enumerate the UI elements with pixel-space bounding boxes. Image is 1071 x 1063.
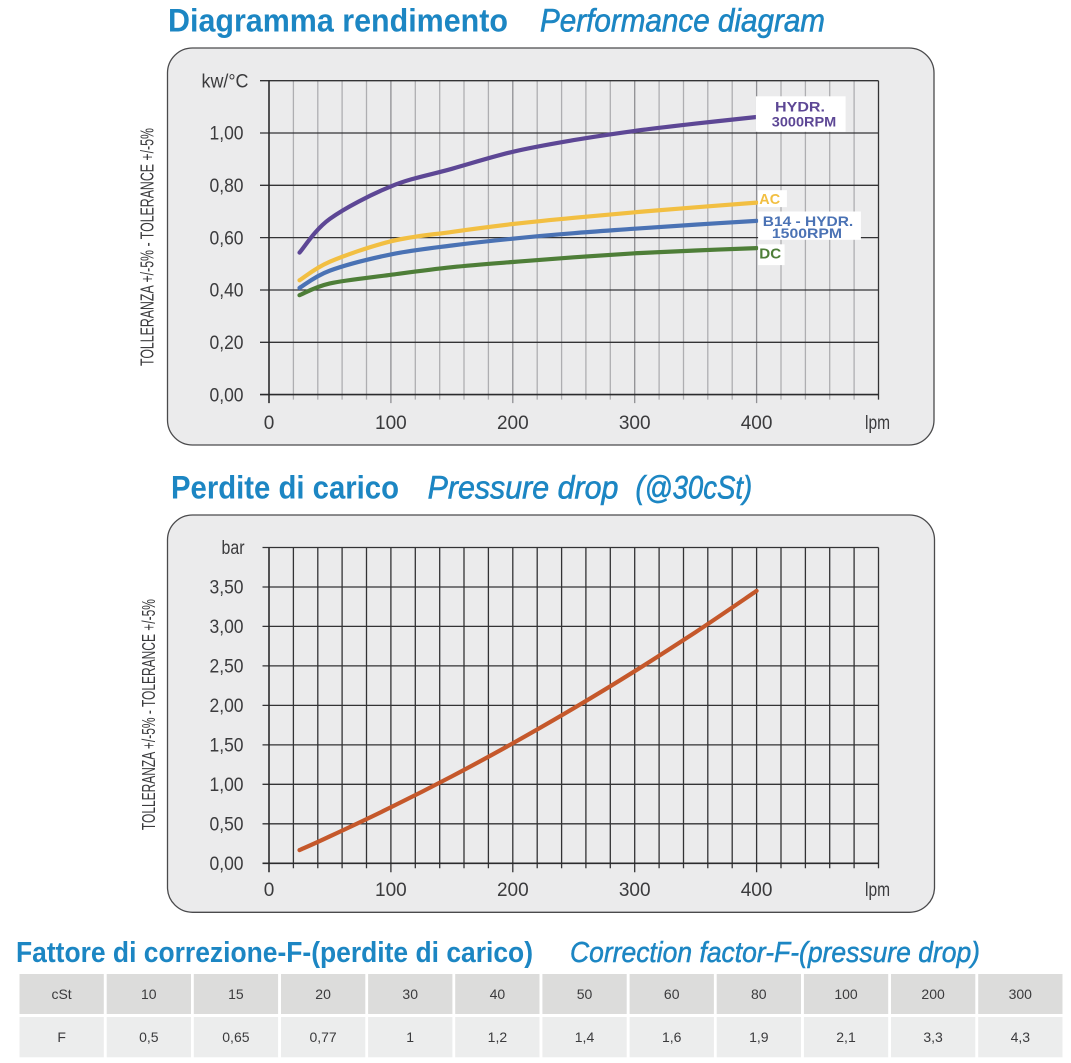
svg-text:100: 100 bbox=[375, 413, 407, 434]
svg-text:10: 10 bbox=[141, 986, 157, 1002]
svg-text:2,1: 2,1 bbox=[836, 1029, 856, 1045]
svg-text:HYDR.: HYDR. bbox=[775, 98, 825, 114]
svg-text:TOLLERANZA +/-5% - TOLERANCE +: TOLLERANZA +/-5% - TOLERANCE +/-5% bbox=[139, 599, 159, 830]
svg-text:DC: DC bbox=[759, 246, 781, 263]
svg-text:3,00: 3,00 bbox=[210, 617, 244, 638]
svg-text:1500RPM: 1500RPM bbox=[772, 225, 842, 241]
svg-text:4,3: 4,3 bbox=[1011, 1029, 1031, 1045]
svg-text:0,77: 0,77 bbox=[309, 1029, 336, 1045]
svg-text:1,2: 1,2 bbox=[488, 1029, 508, 1045]
svg-text:300: 300 bbox=[619, 413, 651, 434]
svg-text:lpm: lpm bbox=[865, 413, 890, 434]
svg-text:3000RPM: 3000RPM bbox=[772, 113, 837, 129]
svg-text:100: 100 bbox=[375, 880, 407, 901]
svg-text:1,00: 1,00 bbox=[210, 775, 244, 796]
svg-text:1,6: 1,6 bbox=[662, 1029, 682, 1045]
svg-text:cSt: cSt bbox=[51, 986, 71, 1002]
svg-text:20: 20 bbox=[315, 986, 331, 1002]
svg-text:B14 - HYDR.: B14 - HYDR. bbox=[763, 213, 854, 229]
svg-text:0,60: 0,60 bbox=[210, 228, 244, 249]
svg-text:3,50: 3,50 bbox=[210, 578, 244, 599]
svg-text:1,4: 1,4 bbox=[575, 1029, 595, 1045]
svg-text:Performance diagram: Performance diagram bbox=[540, 2, 825, 38]
svg-text:Perdite di carico: Perdite di carico bbox=[171, 470, 399, 506]
svg-text:0,40: 0,40 bbox=[210, 281, 244, 302]
svg-text:0: 0 bbox=[264, 413, 275, 434]
svg-text:60: 60 bbox=[664, 986, 680, 1002]
svg-text:1,00: 1,00 bbox=[210, 124, 244, 145]
svg-text:AC: AC bbox=[759, 191, 780, 208]
svg-text:TOLLERANZA +/-5% - TOLERANCE +: TOLLERANZA +/-5% - TOLERANCE +/-5% bbox=[138, 128, 158, 366]
svg-text:0,80: 0,80 bbox=[210, 176, 244, 197]
svg-text:100: 100 bbox=[834, 986, 858, 1002]
svg-text:80: 80 bbox=[751, 986, 767, 1002]
svg-text:0: 0 bbox=[264, 880, 275, 901]
svg-text:Fattore di correzione-F-(perdi: Fattore di correzione-F-(perdite di cari… bbox=[16, 937, 533, 969]
svg-text:kw/°C: kw/°C bbox=[202, 71, 249, 92]
svg-text:0,20: 0,20 bbox=[210, 333, 244, 354]
svg-text:15: 15 bbox=[228, 986, 244, 1002]
svg-text:0,5: 0,5 bbox=[139, 1029, 159, 1045]
svg-text:2,50: 2,50 bbox=[210, 657, 244, 678]
svg-text:400: 400 bbox=[741, 413, 773, 434]
svg-text:Correction factor-F-(pressure: Correction factor-F-(pressure drop) bbox=[570, 937, 980, 969]
svg-text:50: 50 bbox=[577, 986, 593, 1002]
svg-text:0,65: 0,65 bbox=[222, 1029, 249, 1045]
svg-text:0,00: 0,00 bbox=[210, 385, 244, 406]
svg-text:40: 40 bbox=[490, 986, 506, 1002]
svg-text:200: 200 bbox=[497, 880, 529, 901]
svg-text:200: 200 bbox=[921, 986, 945, 1002]
svg-text:200: 200 bbox=[497, 413, 529, 434]
svg-text:1,9: 1,9 bbox=[749, 1029, 769, 1045]
svg-text:Diagramma rendimento: Diagramma rendimento bbox=[168, 2, 508, 38]
svg-text:Pressure drop: Pressure drop bbox=[428, 470, 619, 506]
svg-text:lpm: lpm bbox=[865, 880, 890, 901]
svg-text:1: 1 bbox=[406, 1029, 414, 1045]
svg-text:3,3: 3,3 bbox=[923, 1029, 943, 1045]
svg-text:0,50: 0,50 bbox=[210, 815, 244, 836]
svg-text:30: 30 bbox=[402, 986, 418, 1002]
svg-text:(@30cSt): (@30cSt) bbox=[636, 470, 753, 506]
svg-text:400: 400 bbox=[741, 880, 773, 901]
svg-text:bar: bar bbox=[222, 538, 246, 559]
svg-text:0,00: 0,00 bbox=[210, 854, 244, 875]
svg-text:1,50: 1,50 bbox=[210, 736, 244, 757]
svg-text:300: 300 bbox=[619, 880, 651, 901]
svg-text:2,00: 2,00 bbox=[210, 696, 244, 717]
svg-text:F: F bbox=[57, 1029, 66, 1045]
svg-text:300: 300 bbox=[1009, 986, 1033, 1002]
